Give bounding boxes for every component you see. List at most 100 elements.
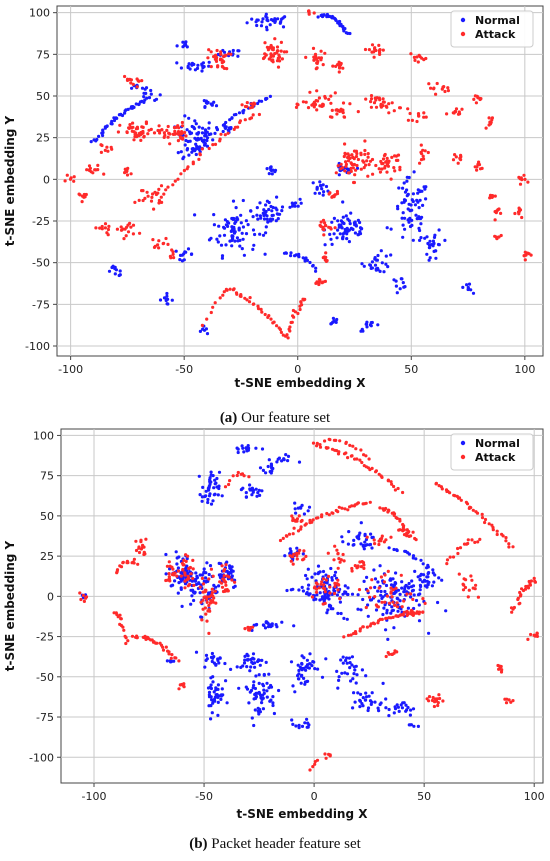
point-attack <box>352 162 356 167</box>
point-normal <box>205 144 209 148</box>
point-normal <box>253 686 257 691</box>
point-normal <box>417 206 421 210</box>
point-attack <box>405 534 409 538</box>
point-attack <box>106 227 110 232</box>
point-normal <box>370 266 374 270</box>
point-attack <box>129 172 133 176</box>
point-normal <box>394 284 398 288</box>
point-normal <box>423 584 427 588</box>
point-normal <box>230 574 234 578</box>
point-attack <box>463 585 468 590</box>
point-attack <box>471 508 475 512</box>
point-normal <box>421 580 425 584</box>
point-normal <box>427 631 431 635</box>
point-normal <box>400 216 404 220</box>
point-attack <box>466 538 470 542</box>
point-normal <box>359 542 363 546</box>
point-attack <box>359 565 363 569</box>
point-attack <box>323 590 327 594</box>
point-normal <box>392 547 396 552</box>
point-normal <box>338 19 342 24</box>
point-attack <box>198 152 202 156</box>
point-attack <box>376 605 380 609</box>
point-normal <box>271 205 275 210</box>
point-normal <box>345 656 349 660</box>
point-normal <box>373 263 378 267</box>
point-attack <box>387 102 391 106</box>
point-normal <box>185 148 189 152</box>
point-normal <box>275 208 279 212</box>
point-attack <box>304 100 308 104</box>
point-normal <box>225 701 229 705</box>
point-normal <box>245 21 249 25</box>
point-normal <box>212 213 216 217</box>
point-normal <box>370 260 374 264</box>
point-attack <box>105 231 109 235</box>
caption-a-letter: (a) <box>219 410 238 426</box>
point-attack <box>395 605 400 609</box>
point-normal <box>355 673 359 677</box>
point-normal <box>394 590 398 594</box>
point-normal <box>111 264 115 268</box>
point-normal <box>341 661 345 665</box>
point-normal <box>326 608 330 612</box>
point-attack <box>143 634 147 638</box>
point-attack <box>507 698 511 702</box>
point-normal <box>302 666 306 670</box>
point-normal <box>297 252 301 256</box>
point-normal <box>414 598 419 603</box>
point-attack <box>364 454 368 458</box>
point-normal <box>209 683 213 687</box>
point-normal <box>197 147 201 152</box>
point-attack <box>183 571 187 575</box>
point-attack <box>395 601 399 605</box>
point-attack <box>476 595 480 599</box>
point-normal <box>175 61 179 65</box>
point-normal <box>300 661 304 666</box>
point-normal <box>370 691 374 695</box>
point-normal <box>336 686 340 690</box>
point-attack <box>440 487 444 491</box>
point-normal <box>193 119 197 123</box>
point-normal <box>312 660 316 664</box>
point-attack <box>319 49 323 53</box>
point-normal <box>419 236 423 240</box>
point-normal <box>265 25 269 29</box>
point-attack <box>211 143 215 147</box>
point-attack <box>116 130 120 134</box>
y-tick-label: 100 <box>29 7 50 20</box>
point-normal <box>414 557 418 561</box>
point-attack <box>200 147 204 151</box>
point-normal <box>200 573 204 577</box>
point-normal <box>164 298 168 303</box>
point-attack <box>406 118 410 122</box>
point-normal <box>389 611 393 615</box>
point-attack <box>81 593 85 597</box>
point-attack <box>399 613 403 617</box>
point-attack <box>183 130 187 135</box>
point-attack <box>458 546 463 550</box>
point-attack <box>314 55 318 59</box>
point-normal <box>374 608 379 612</box>
point-attack <box>265 45 269 49</box>
point-normal <box>206 486 210 490</box>
point-attack <box>221 293 225 297</box>
point-attack <box>176 177 180 181</box>
point-attack <box>212 55 216 59</box>
point-attack <box>334 171 338 175</box>
point-normal <box>346 168 351 172</box>
point-attack <box>137 134 141 138</box>
point-normal <box>409 585 414 589</box>
point-attack <box>344 162 348 166</box>
point-attack <box>220 581 224 585</box>
point-attack <box>327 437 331 441</box>
point-normal <box>386 637 390 641</box>
point-attack <box>116 615 120 619</box>
point-attack <box>319 58 323 62</box>
point-attack <box>203 588 208 592</box>
point-attack <box>386 479 390 483</box>
point-normal <box>348 222 352 226</box>
point-normal <box>230 116 234 120</box>
point-normal <box>416 724 420 728</box>
point-attack <box>206 56 210 60</box>
